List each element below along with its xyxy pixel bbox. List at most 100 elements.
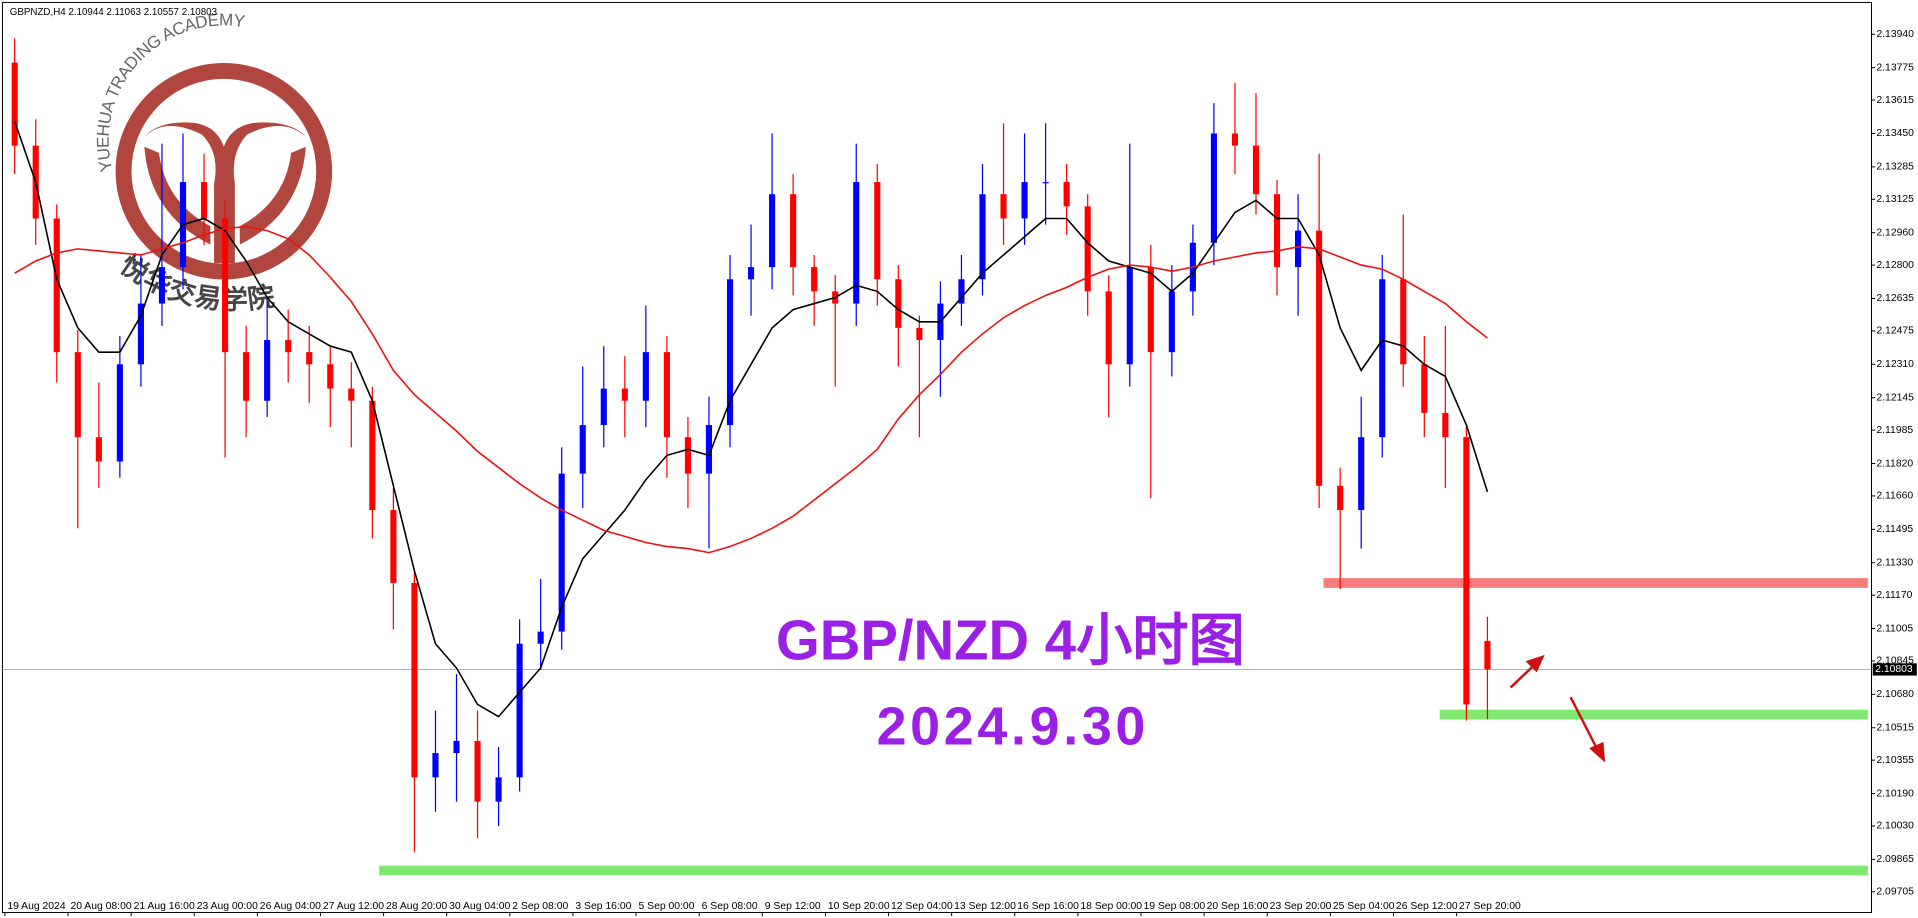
y-tick-label: 2.13940 — [1876, 29, 1914, 40]
candle-body — [1337, 485, 1344, 511]
candle-body — [1316, 230, 1323, 486]
candle-body — [1084, 206, 1091, 292]
candle-body — [1147, 267, 1154, 353]
plot-frame — [1, 1, 1873, 913]
candle-body — [516, 643, 523, 778]
level-band — [1439, 709, 1868, 720]
plot — [2, 38, 1872, 876]
candle-body — [222, 218, 229, 353]
y-tick-label: 2.11170 — [1876, 590, 1912, 601]
candle-body — [811, 267, 818, 292]
candle-body — [1400, 279, 1407, 365]
y-tick-label: 2.13285 — [1876, 162, 1914, 173]
header: GBPNZD,H4 2.10944 2.11063 2.10557 2.1080… — [10, 7, 217, 18]
candle-body — [790, 194, 797, 268]
x-tick-label: 30 Aug 04:00 — [449, 901, 510, 912]
logo-mark — [144, 122, 306, 263]
x-tick-label: 5 Sep 00:00 — [639, 901, 695, 912]
y-tick-label: 2.10680 — [1876, 689, 1914, 700]
last-price-label: 2.10803 — [1875, 664, 1913, 675]
candle-body — [1126, 267, 1133, 365]
candle-body — [769, 194, 776, 268]
x-tick-label: 27 Aug 12:00 — [323, 901, 384, 912]
y-tick-label: 2.10355 — [1876, 755, 1914, 766]
candle-body — [453, 740, 460, 754]
candle-body — [1442, 412, 1449, 438]
y-tick-label: 2.10845 — [1876, 656, 1914, 667]
moving-average — [14, 225, 1488, 554]
candle-body — [1463, 437, 1470, 705]
arrow-down — [1569, 696, 1606, 763]
candle-body — [411, 582, 418, 778]
candle-body — [495, 777, 502, 802]
candle-body — [158, 267, 166, 304]
y-tick-label: 2.10030 — [1876, 821, 1914, 832]
x-tick-label: 12 Sep 04:00 — [891, 901, 953, 912]
candle-body — [95, 437, 102, 462]
candle-body — [74, 352, 81, 438]
candle-body — [874, 182, 881, 280]
x-tick-label: 10 Sep 20:00 — [828, 901, 890, 912]
arrow-head — [1589, 741, 1606, 763]
y-tick-label: 2.12960 — [1876, 227, 1914, 238]
candle-body — [1252, 145, 1260, 195]
candle-body — [11, 62, 18, 146]
candle-body — [390, 510, 397, 583]
candle-body — [1231, 133, 1239, 146]
candle-body — [1021, 182, 1028, 219]
candle-body — [137, 303, 144, 365]
level-band — [1323, 578, 1868, 588]
candle-body — [1105, 291, 1112, 365]
y-tick-label: 2.11820 — [1876, 458, 1913, 469]
candle-body — [327, 364, 334, 389]
y-tick-label: 2.09705 — [1876, 887, 1914, 898]
candle-body — [1421, 364, 1428, 413]
candle-body — [1042, 182, 1049, 184]
y-tick-label: 2.13125 — [1876, 194, 1914, 205]
y-tick-label: 2.12800 — [1876, 260, 1914, 271]
x-tick-label: 16 Sep 16:00 — [1017, 901, 1079, 912]
x-tick-label: 9 Sep 12:00 — [765, 901, 821, 912]
candle-body — [53, 218, 60, 353]
annotation-title: GBP/NZD 4小时图 — [776, 608, 1245, 671]
candle-body — [200, 182, 208, 219]
x-tick-label: 23 Sep 20:00 — [1270, 901, 1332, 912]
y-tick-label: 2.12475 — [1876, 326, 1914, 337]
candle-body — [285, 340, 292, 353]
x-tick-label: 13 Sep 12:00 — [954, 901, 1016, 912]
y-tick-label: 2.11005 — [1876, 623, 1913, 634]
logo-leaf — [239, 146, 306, 245]
candle-body — [958, 279, 965, 304]
candle-body — [1063, 182, 1070, 207]
candle-body — [895, 279, 902, 328]
candle-body — [1273, 194, 1281, 268]
x-tick-label: 26 Sep 12:00 — [1396, 901, 1458, 912]
last-price-box — [1872, 663, 1917, 676]
arrow-up — [1509, 654, 1545, 689]
candle-body — [747, 267, 755, 280]
candle-body — [1484, 640, 1491, 670]
x-tick-label: 27 Sep 20:00 — [1459, 901, 1521, 912]
candle-body — [558, 473, 565, 632]
y-tick-label: 2.12145 — [1876, 392, 1914, 403]
x-tick-label: 6 Sep 08:00 — [702, 901, 758, 912]
x-tick-label: 28 Aug 20:00 — [386, 901, 447, 912]
candle-body — [369, 400, 376, 511]
arrow-head — [1525, 654, 1545, 673]
candle-body — [579, 425, 586, 474]
y-tick-label: 2.12635 — [1876, 293, 1914, 304]
level-band — [379, 865, 1868, 876]
candle-body — [642, 352, 649, 401]
candle-body — [432, 753, 439, 778]
x-tick-label: 20 Aug 08:00 — [70, 901, 131, 912]
y-tick-label: 2.11985 — [1876, 425, 1913, 436]
y-tick-label: 2.13775 — [1876, 62, 1914, 73]
logo-leaf — [144, 146, 211, 245]
candle-body — [1000, 194, 1007, 219]
annotation-date: 2024.9.30 — [877, 696, 1149, 756]
arrow-shaft — [1509, 663, 1536, 689]
y-tick-label: 2.10515 — [1876, 723, 1914, 734]
candle-body — [537, 631, 544, 644]
y-tick-label: 2.11660 — [1876, 491, 1913, 502]
